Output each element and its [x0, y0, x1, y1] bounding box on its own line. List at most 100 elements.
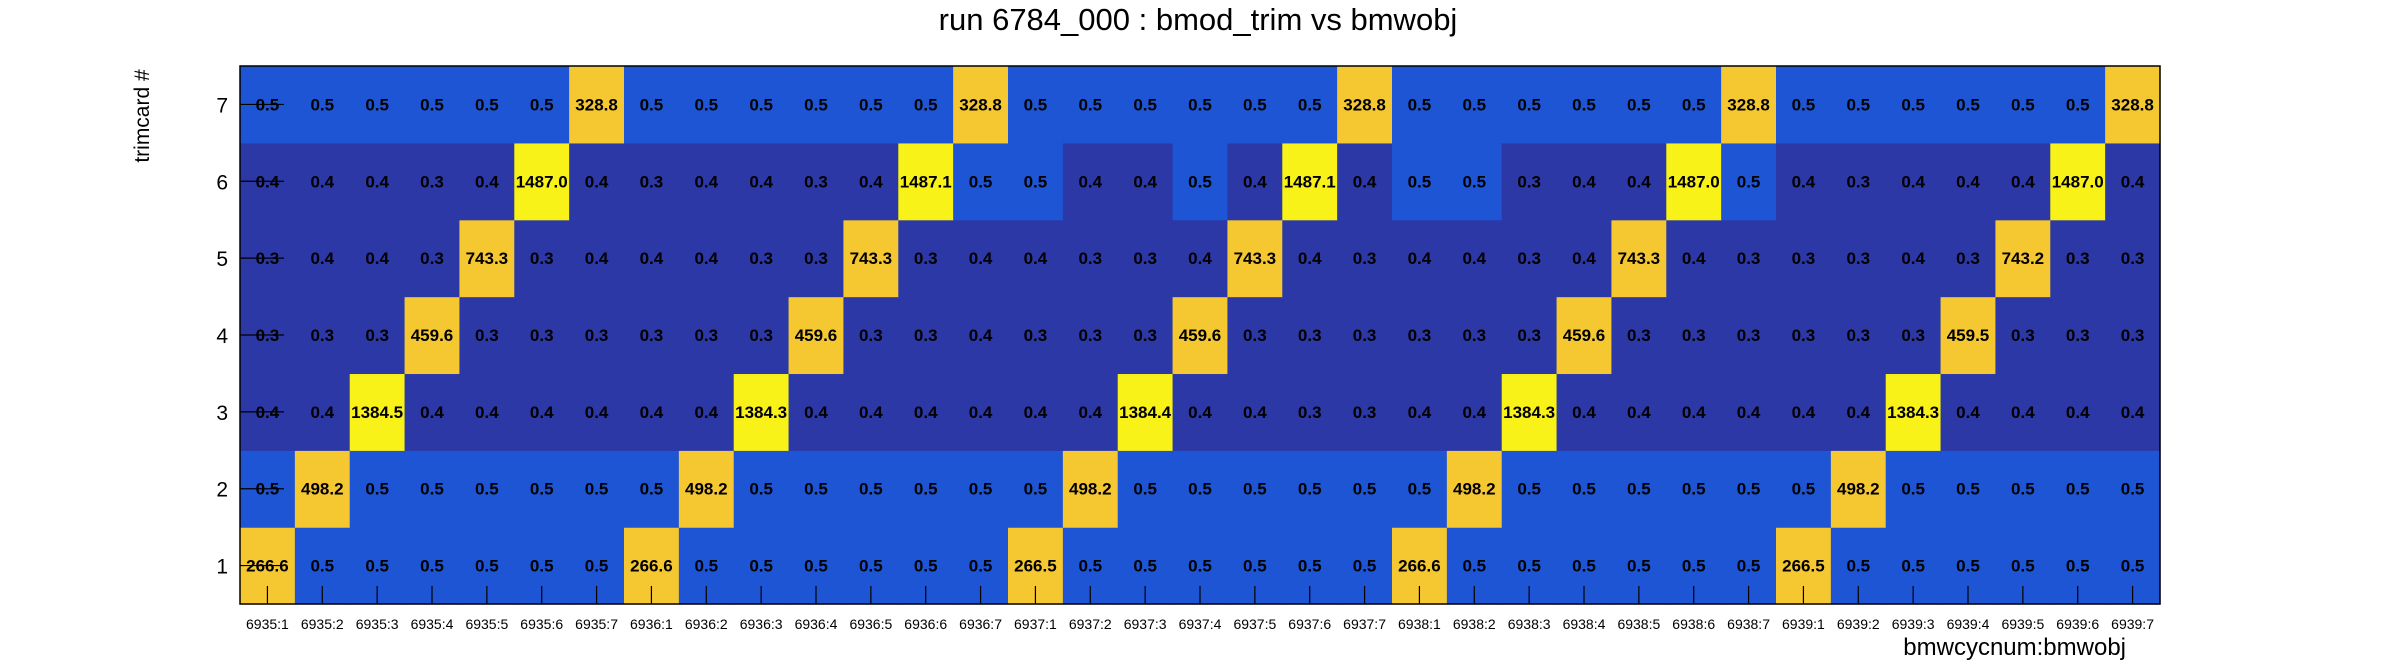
cell-value-label: 0.5	[530, 95, 554, 114]
cell-value-label: 0.4	[310, 403, 334, 422]
heatmap-cell	[514, 373, 570, 451]
cell-value-label: 0.5	[749, 95, 773, 114]
cell-value-label: 0.5	[1462, 95, 1486, 114]
cell-value-label: 0.5	[1408, 172, 1432, 191]
cell-value-label: 0.5	[804, 557, 828, 576]
heatmap-cell	[1501, 66, 1558, 144]
cell-value-label: 0.5	[804, 95, 828, 114]
heatmap-cell	[514, 450, 570, 528]
cell-value-label: 0.3	[585, 326, 609, 345]
cell-value-label: 328.8	[1343, 95, 1386, 114]
cell-value-label: 0.3	[914, 249, 938, 268]
cell-value-label: 0.4	[640, 403, 664, 422]
cell-value-label: 0.3	[1846, 326, 1870, 345]
heatmap-cell	[294, 296, 351, 375]
y-tick-label: 5	[216, 248, 228, 271]
heatmap-cell	[514, 219, 570, 298]
cell-value-label: 0.3	[1353, 249, 1377, 268]
cell-value-label: 0.5	[1024, 480, 1048, 499]
cell-value-label: 0.5	[310, 557, 334, 576]
cell-value-label: 0.4	[2121, 172, 2145, 191]
heatmap-cell	[1282, 450, 1338, 528]
cell-value-label: 0.5	[1024, 95, 1048, 114]
heatmap-cell	[349, 450, 406, 528]
cell-value-label: 0.5	[1901, 480, 1925, 499]
heatmap-cell	[624, 373, 680, 451]
cell-value-label: 0.5	[969, 172, 993, 191]
cell-value-label: 0.4	[859, 403, 883, 422]
heatmap-cell	[459, 142, 515, 221]
chart-title: run 6784_000 : bmod_trim vs bmwobj	[938, 2, 1458, 37]
cell-value-label: 0.4	[1243, 403, 1267, 422]
cell-value-label: 0.4	[1298, 249, 1322, 268]
cell-value-label: 0.5	[1188, 480, 1212, 499]
heatmap-cell	[2105, 296, 2161, 375]
cell-value-label: 0.4	[1462, 249, 1486, 268]
cell-value-label: 0.3	[914, 326, 938, 345]
cell-value-label: 0.5	[1846, 557, 1870, 576]
cell-value-label: 0.5	[1901, 95, 1925, 114]
heatmap-cell	[294, 142, 351, 221]
heatmap-cell	[1556, 296, 1613, 375]
y-tick-label: 2	[216, 479, 228, 502]
cell-value-label: 0.5	[1627, 480, 1651, 499]
heatmap-cell	[1501, 373, 1558, 451]
cell-value-label: 266.6	[630, 557, 673, 576]
heatmap-cell	[678, 450, 735, 528]
cell-value-label: 0.5	[694, 95, 718, 114]
heatmap-cell	[2050, 373, 2106, 451]
heatmap-cell	[1446, 450, 1503, 528]
cell-value-label: 0.4	[365, 249, 389, 268]
cell-value-label: 459.5	[1947, 326, 1990, 345]
heatmap-cell	[1008, 450, 1064, 528]
cell-value-label: 0.4	[2011, 172, 2035, 191]
heatmap-cell	[294, 66, 351, 144]
heatmap-cell	[1446, 66, 1503, 144]
cell-value-label: 0.5	[1792, 95, 1816, 114]
x-tick-label: 6936:1	[630, 616, 673, 632]
heatmap-cell	[1282, 296, 1338, 375]
cell-value-label: 0.5	[1517, 480, 1541, 499]
heatmap-cell	[459, 66, 515, 144]
cell-value-label: 0.5	[2011, 557, 2035, 576]
heatmap-cell	[1666, 66, 1722, 144]
cell-value-label: 1384.3	[1503, 403, 1555, 422]
heatmap-cell	[1776, 66, 1832, 144]
cell-value-label: 0.5	[1572, 95, 1596, 114]
cell-value-label: 0.5	[1298, 480, 1322, 499]
cell-value-label: 0.5	[475, 95, 499, 114]
cell-value-label: 0.5	[2066, 480, 2090, 499]
x-tick-label: 6936:6	[904, 616, 947, 632]
cell-value-label: 0.4	[1408, 403, 1432, 422]
cell-value-label: 0.3	[1408, 326, 1432, 345]
x-tick-label: 6936:3	[740, 616, 783, 632]
heatmap-cell	[404, 219, 461, 298]
x-tick-label: 6938:2	[1453, 616, 1496, 632]
heatmap-cell	[404, 142, 461, 221]
heatmap-cell	[1008, 219, 1064, 298]
cell-value-label: 0.4	[1243, 172, 1267, 191]
cell-value-label: 0.3	[804, 249, 828, 268]
cell-value-label: 0.5	[749, 480, 773, 499]
cell-value-label: 0.5	[859, 557, 883, 576]
cell-value-label: 0.3	[859, 326, 883, 345]
cell-value-label: 743.3	[466, 249, 509, 268]
heatmap-cell	[1556, 142, 1613, 221]
cell-value-label: 0.5	[1572, 480, 1596, 499]
cell-value-label: 498.2	[685, 480, 728, 499]
cell-value-label: 0.4	[585, 249, 609, 268]
heatmap-cell	[294, 219, 351, 298]
heatmap-cell	[1172, 450, 1229, 528]
heatmap-cell	[1830, 66, 1887, 144]
cell-value-label: 0.4	[2066, 403, 2090, 422]
heatmap-cell	[624, 66, 680, 144]
heatmap-cell	[514, 66, 570, 144]
y-tick-label: 6	[216, 171, 228, 194]
heatmap-cell	[1062, 66, 1119, 144]
heatmap-cell	[843, 296, 899, 375]
cell-value-label: 0.5	[1298, 557, 1322, 576]
heatmap-cell	[2050, 219, 2106, 298]
cell-value-label: 0.5	[914, 95, 938, 114]
heatmap-cell	[1556, 66, 1613, 144]
heatmap-cell	[1172, 219, 1229, 298]
